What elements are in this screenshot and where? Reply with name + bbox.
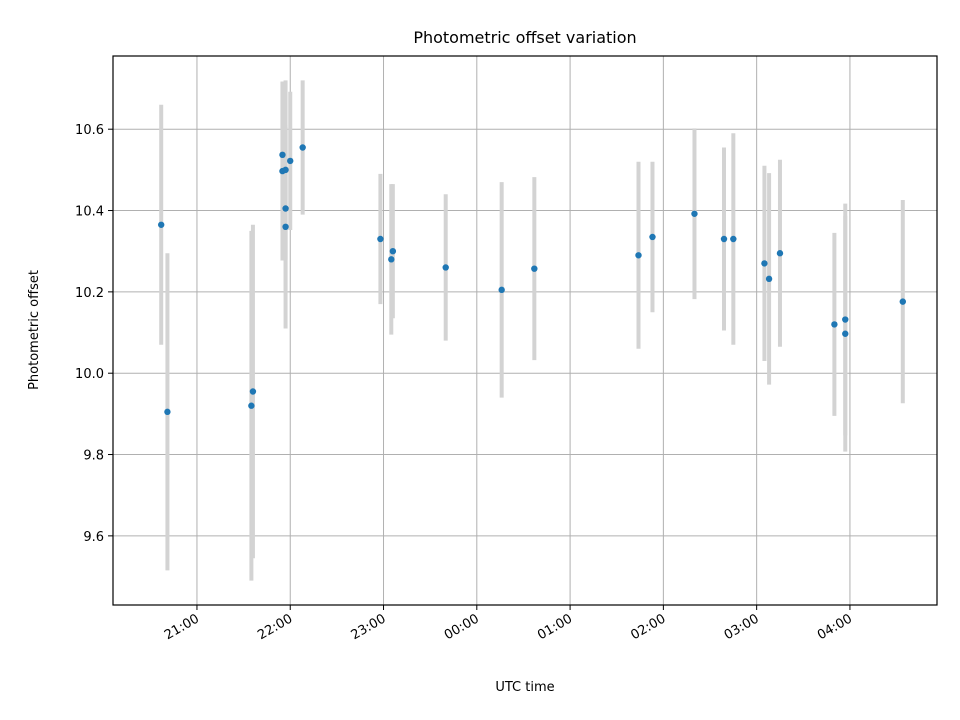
data-point xyxy=(248,402,255,409)
x-axis-label: UTC time xyxy=(495,680,554,695)
error-bars xyxy=(159,80,905,581)
data-point xyxy=(649,233,656,241)
data-point xyxy=(157,221,165,228)
y-tick-label: 9.6 xyxy=(83,530,104,545)
data-point xyxy=(282,223,289,230)
x-axis-ticks: 21:00 22:00 23:00 00:00 01:00 02:00 03:00 04:00 xyxy=(162,605,855,643)
data-point xyxy=(776,250,784,257)
data-point xyxy=(282,166,289,174)
data-point xyxy=(279,151,286,159)
data-point xyxy=(388,256,395,263)
x-tick-label: 02:00 xyxy=(628,611,668,643)
chart-title: Photometric offset variation xyxy=(413,28,636,47)
data-point xyxy=(249,388,257,395)
y-axis-label: Photometric offset xyxy=(27,270,42,390)
data-points xyxy=(157,144,906,416)
grid-lines xyxy=(113,56,937,605)
data-point xyxy=(842,316,849,323)
data-point xyxy=(842,330,849,337)
x-tick-label: 04:00 xyxy=(815,611,855,643)
x-tick-label: 00:00 xyxy=(442,611,482,643)
y-tick-label: 9.8 xyxy=(83,449,104,464)
data-point xyxy=(831,321,838,328)
data-point xyxy=(377,235,384,243)
y-tick-label: 10.2 xyxy=(75,286,104,301)
y-axis-ticks: 9.6 9.8 10.0 10.2 10.4 10.6 xyxy=(75,123,113,545)
x-tick-label: 23:00 xyxy=(349,611,389,643)
x-tick-label: 03:00 xyxy=(722,611,762,643)
x-tick-label: 21:00 xyxy=(162,611,202,643)
data-point xyxy=(761,260,768,267)
data-point xyxy=(899,298,906,305)
data-point xyxy=(442,264,449,271)
data-point xyxy=(282,205,289,212)
y-tick-label: 10.6 xyxy=(75,123,104,138)
data-point xyxy=(299,144,306,151)
data-point xyxy=(720,235,728,243)
data-point xyxy=(635,252,642,259)
y-tick-label: 10.0 xyxy=(75,367,104,382)
data-point xyxy=(498,286,505,294)
data-point xyxy=(389,248,397,255)
data-point xyxy=(287,157,294,165)
data-point xyxy=(730,235,737,243)
data-point xyxy=(691,210,698,217)
plot-frame xyxy=(112,55,938,606)
data-point xyxy=(765,275,773,283)
x-tick-label: 22:00 xyxy=(255,611,295,643)
y-tick-label: 10.4 xyxy=(75,205,104,220)
x-tick-label: 01:00 xyxy=(535,611,575,643)
data-point xyxy=(164,408,171,416)
data-point xyxy=(531,265,538,272)
